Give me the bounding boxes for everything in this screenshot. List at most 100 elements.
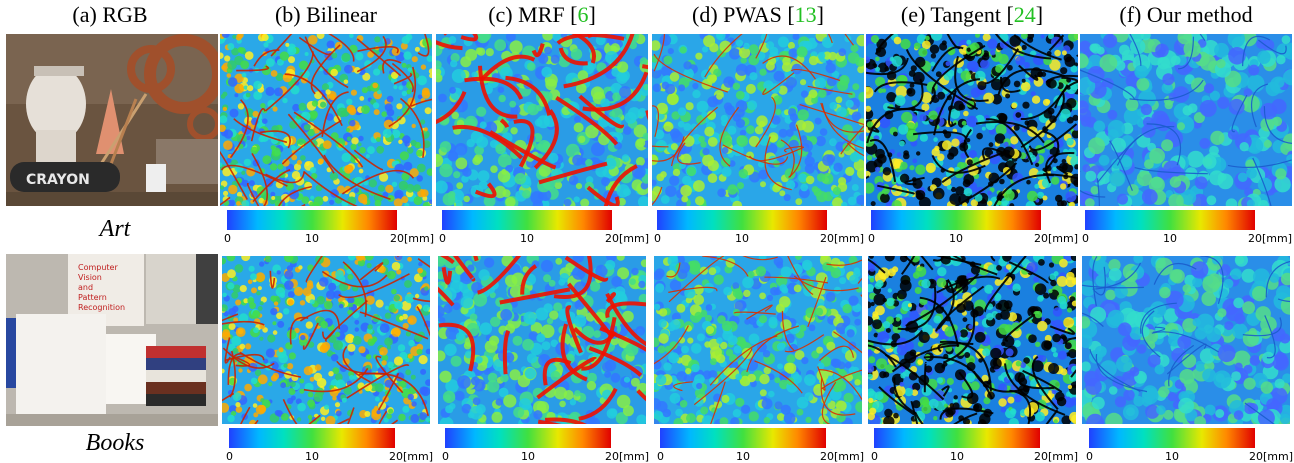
error-map-spot	[306, 321, 313, 328]
error-map-spot	[686, 413, 696, 423]
error-map-spot	[266, 348, 275, 357]
colorbar-max: 20[mm]	[1249, 450, 1293, 463]
error-map-spot	[942, 140, 952, 150]
error-map-spot	[1027, 37, 1033, 43]
error-map-spot	[989, 142, 994, 147]
error-map-spot	[1085, 378, 1102, 395]
error-map-spot	[391, 327, 401, 337]
error-map-spot	[921, 279, 930, 288]
error-map-spot	[280, 382, 286, 388]
error-map-spot	[288, 56, 295, 63]
error-map-spot	[279, 347, 284, 352]
error-map-spot	[1050, 280, 1056, 286]
error-map-spot	[899, 141, 905, 147]
error-map-spot	[1031, 91, 1036, 96]
error-map-spot	[277, 196, 281, 200]
citation-ref[interactable]: 13	[795, 2, 817, 27]
error-map-spot	[846, 100, 854, 108]
error-map-spot	[1177, 122, 1185, 130]
error-map-spot	[1065, 342, 1072, 349]
error-map-spot	[1209, 146, 1219, 156]
error-map-spot	[1192, 277, 1202, 287]
error-map-spot	[717, 188, 726, 197]
error-map-spot	[1111, 138, 1126, 153]
error-map-spot	[625, 112, 637, 124]
error-map-spot	[1137, 344, 1147, 354]
error-map-spot	[378, 185, 385, 192]
error-map-spot	[373, 69, 380, 76]
error-map-spot	[1041, 34, 1045, 38]
error-map-spot	[1210, 131, 1224, 145]
error-map-spot	[848, 52, 860, 64]
error-map-spot	[735, 398, 744, 407]
error-map-spot	[1066, 272, 1074, 280]
error-map-spot	[636, 157, 645, 166]
error-map-spot	[801, 90, 808, 97]
error-map-spot	[522, 339, 534, 351]
error-map-spot	[325, 89, 330, 94]
error-map-spot	[692, 90, 700, 98]
error-map-spot	[1235, 363, 1243, 371]
error-map-spot	[238, 368, 242, 372]
error-map-spot	[574, 123, 584, 133]
error-map-spot	[1276, 55, 1285, 64]
error-map-edge	[925, 363, 926, 392]
citation-ref[interactable]: 24	[1014, 2, 1036, 27]
error-map-spot	[760, 389, 767, 396]
error-map-spot	[915, 57, 926, 68]
error-map-spot	[782, 287, 789, 294]
colorbar: 0 10 20[mm]	[1085, 210, 1294, 244]
error-map-spot	[883, 167, 891, 175]
error-map-spot	[1035, 163, 1039, 167]
error-map-spot	[299, 389, 304, 394]
error-map-spot	[305, 161, 310, 166]
error-map-art-bilinear	[220, 34, 432, 206]
error-map-spot	[799, 325, 806, 332]
error-map-spot	[916, 151, 920, 155]
error-map-spot	[536, 333, 545, 342]
error-map-spot	[256, 291, 260, 295]
error-map-spot	[695, 196, 704, 205]
error-map-spot	[937, 92, 945, 100]
error-map-spot	[658, 319, 667, 328]
error-map-spot	[962, 121, 967, 126]
error-map-spot	[535, 308, 548, 321]
error-map-spot	[809, 56, 819, 66]
error-map-spot	[1066, 138, 1074, 146]
colorbar-max: 20[mm]	[820, 232, 864, 245]
error-map-spot	[1067, 308, 1072, 313]
error-map-spot	[416, 150, 423, 157]
error-map-spot	[906, 88, 915, 97]
citation-ref[interactable]: 6	[577, 2, 588, 27]
error-map-spot	[271, 196, 275, 200]
error-map-spot	[1248, 65, 1259, 76]
error-map-spot	[222, 293, 227, 298]
error-map-spot	[408, 340, 415, 347]
error-map-spot	[498, 170, 511, 183]
error-map-spot	[1041, 72, 1046, 77]
error-map-spot	[1187, 151, 1204, 168]
error-map-spot	[335, 270, 344, 279]
error-map-spot	[1065, 56, 1076, 67]
error-map-spot	[525, 368, 536, 379]
error-map-spot	[1240, 142, 1249, 151]
error-map-spot	[473, 397, 481, 405]
error-map-spot	[312, 100, 318, 106]
error-map-spot	[587, 381, 596, 390]
error-map-spot	[673, 169, 680, 176]
error-map-spot	[1097, 47, 1105, 55]
error-map-books-bilinear	[222, 256, 430, 424]
error-map-spot	[1060, 301, 1068, 309]
error-map-spot	[729, 48, 740, 59]
svg-text:Vision: Vision	[78, 273, 102, 282]
error-map-spot	[818, 89, 827, 98]
error-map-spot	[232, 35, 236, 39]
error-map-spot	[227, 269, 236, 278]
error-map-spot	[788, 48, 797, 57]
error-map-spot	[662, 409, 671, 418]
error-map-spot	[257, 186, 267, 196]
error-map-spot	[888, 288, 892, 292]
error-map-spot	[872, 311, 878, 317]
error-map-spot	[769, 135, 777, 143]
error-map-spot	[284, 280, 294, 290]
